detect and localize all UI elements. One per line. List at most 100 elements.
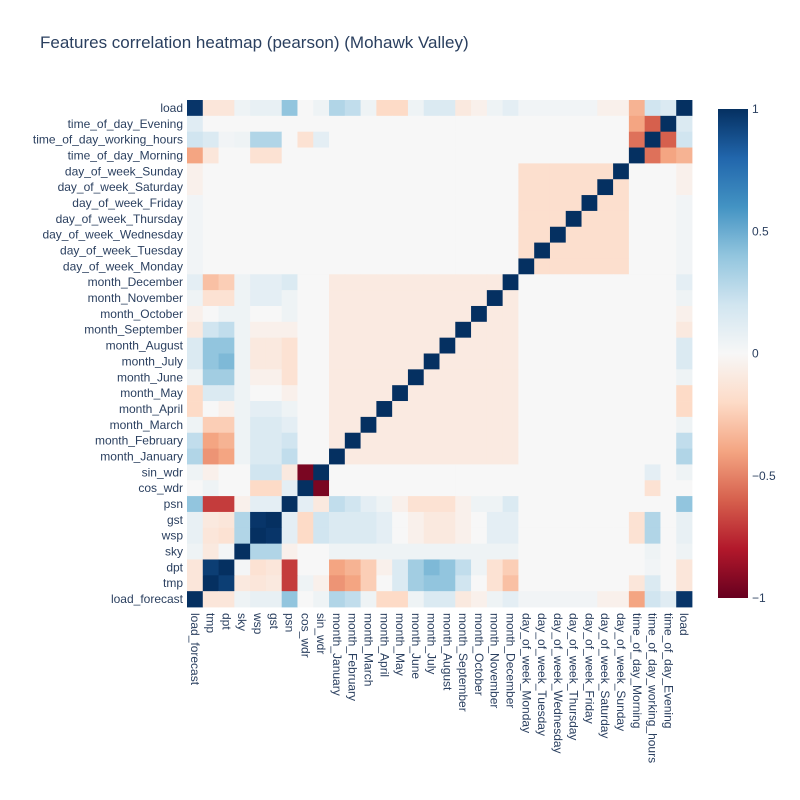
heatmap-cell (597, 163, 614, 180)
heatmap-cell (202, 337, 219, 354)
heatmap-cell (250, 543, 267, 560)
heatmap-cell (628, 195, 646, 212)
heatmap-cell (628, 337, 646, 354)
heatmap-cell (676, 353, 693, 370)
heatmap-cell (597, 353, 614, 370)
heatmap-cell (423, 321, 440, 339)
heatmap-cell (218, 496, 235, 513)
heatmap-cell (423, 305, 440, 323)
heatmap-cell (502, 274, 519, 291)
heatmap-cell (502, 163, 519, 180)
heatmap-cell (644, 401, 661, 418)
heatmap-cell (392, 385, 409, 402)
colorbar (718, 109, 748, 598)
heatmap-cell (313, 258, 330, 275)
heatmap-cell (265, 242, 283, 259)
heatmap-cell (628, 147, 646, 164)
heatmap-cell (234, 115, 251, 133)
heatmap-cell (581, 179, 598, 196)
heatmap-cell (281, 575, 298, 592)
heatmap-cell (329, 480, 346, 497)
heatmap-cell (549, 131, 567, 148)
heatmap-cell (502, 480, 519, 497)
heatmap-cell (313, 591, 330, 608)
heatmap-cell (407, 464, 425, 481)
heatmap-cell (360, 210, 377, 228)
heatmap-cell (660, 448, 677, 465)
heatmap-cell (376, 226, 393, 243)
heatmap-cell (502, 321, 519, 339)
heatmap-cell (218, 258, 235, 275)
heatmap-cell (392, 131, 409, 148)
heatmap-cell (313, 337, 330, 354)
heatmap-cell (597, 527, 614, 545)
heatmap-cell (534, 432, 551, 449)
heatmap-cell (549, 369, 567, 386)
heatmap-cell (218, 369, 235, 386)
heatmap-cell (187, 464, 204, 481)
heatmap-cell (234, 131, 251, 148)
heatmap-cell (502, 305, 519, 323)
heatmap-cell (486, 131, 504, 148)
heatmap-cell (486, 100, 504, 117)
heatmap-cell (628, 448, 646, 465)
heatmap-cell (313, 385, 330, 402)
heatmap-cell (644, 100, 661, 117)
heatmap-cell (518, 226, 535, 243)
heatmap-cell (407, 527, 425, 545)
heatmap-cell (297, 258, 314, 275)
heatmap-cell (439, 147, 456, 164)
x-tick-label: month_November (488, 613, 502, 708)
heatmap-cell (376, 100, 393, 117)
heatmap-cell (344, 496, 361, 513)
heatmap-cell (250, 385, 267, 402)
heatmap-cell (265, 401, 283, 418)
heatmap-cell (644, 496, 661, 513)
heatmap-cell (202, 432, 219, 449)
heatmap-cell (660, 543, 677, 560)
heatmap-cell (202, 416, 219, 434)
heatmap-cell (581, 353, 598, 370)
heatmap-cell (313, 464, 330, 481)
heatmap-cell (628, 511, 646, 529)
heatmap-cell (455, 496, 472, 513)
heatmap-cell (313, 274, 330, 291)
heatmap-cell (597, 480, 614, 497)
heatmap-cell (486, 226, 504, 243)
heatmap-cell (613, 147, 630, 164)
heatmap-cell (534, 242, 551, 259)
heatmap-cell (187, 401, 204, 418)
heatmap-cell (218, 210, 235, 228)
heatmap-cell (218, 242, 235, 259)
heatmap-cell (202, 575, 219, 592)
heatmap-cell (486, 305, 504, 323)
heatmap-cell (360, 559, 377, 576)
heatmap-cell (265, 432, 283, 449)
heatmap-cell (597, 337, 614, 354)
heatmap-cell (518, 496, 535, 513)
heatmap-cell (581, 226, 598, 243)
heatmap-cell (360, 321, 377, 339)
heatmap-cell (329, 242, 346, 259)
heatmap-cell (392, 464, 409, 481)
y-tick-label: month_February (95, 434, 183, 448)
heatmap-cell (360, 448, 377, 465)
heatmap-cell (581, 163, 598, 180)
heatmap-cell (313, 416, 330, 434)
heatmap-cell (439, 321, 456, 339)
heatmap-cell (187, 258, 204, 275)
heatmap-cell (234, 353, 251, 370)
heatmap-cell (187, 416, 204, 434)
heatmap-cell (234, 290, 251, 307)
heatmap-cell (187, 195, 204, 212)
heatmap-cell (471, 242, 488, 259)
heatmap-cell (281, 591, 298, 608)
heatmap-cell (360, 337, 377, 354)
heatmap-cell (187, 369, 204, 386)
heatmap-cell (202, 559, 219, 576)
heatmap-cell (265, 274, 283, 291)
heatmap-cell (471, 448, 488, 465)
heatmap-cell (376, 179, 393, 196)
x-tick-label: psn (283, 613, 297, 632)
heatmap-cell (407, 100, 425, 117)
